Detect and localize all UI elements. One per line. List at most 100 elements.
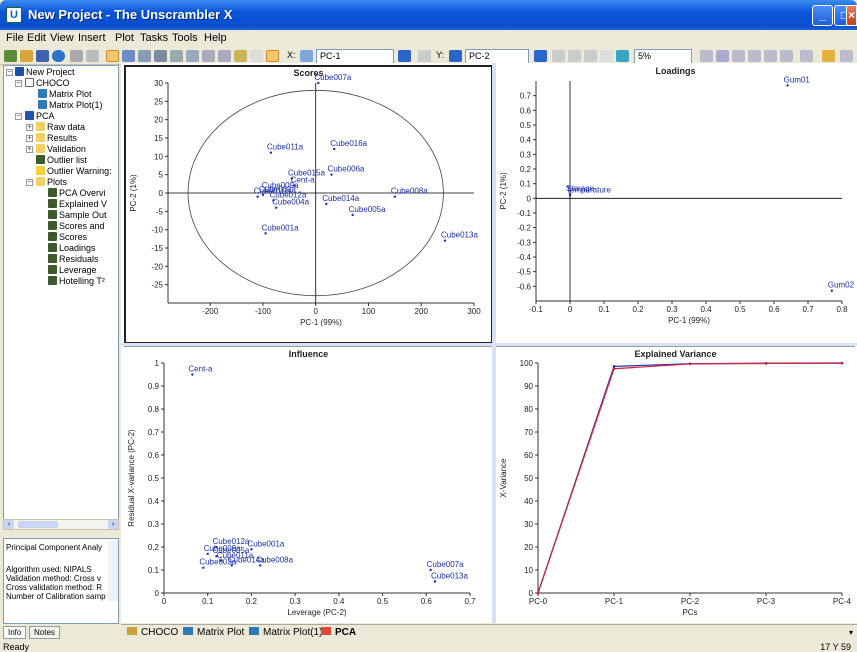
- new-icon[interactable]: [4, 50, 17, 62]
- chart-icon[interactable]: [822, 50, 835, 62]
- down-arrow-icon[interactable]: [449, 50, 462, 62]
- explained-variance-plot[interactable]: PC-0 PC-1 PC-2 PC-3 PC-4 0 10 20 30 40 50 60 70 80 90 1…: [496, 347, 855, 624]
- y-component-select[interactable]: PC-2: [465, 49, 529, 64]
- tree-validation[interactable]: Validation: [36, 144, 86, 155]
- undo-icon[interactable]: [70, 50, 83, 62]
- draw-line-icon[interactable]: [840, 50, 853, 62]
- density-icon[interactable]: [732, 50, 745, 62]
- scroll-thumb[interactable]: [18, 521, 58, 528]
- next-arrow-icon[interactable]: [398, 50, 411, 62]
- collapse-pca[interactable]: −: [15, 113, 22, 120]
- menu-insert[interactable]: Insert: [78, 32, 106, 44]
- regression-icon[interactable]: [700, 50, 713, 62]
- collapse-project[interactable]: −: [6, 69, 13, 76]
- explained-variance-panel[interactable]: Explained Variance PC-0 PC-1 PC-2 PC-3 PC-4 0…: [496, 346, 855, 623]
- doc-tab-matrix-plot-1[interactable]: Matrix Plot(1): [249, 627, 322, 638]
- up-arrow-icon[interactable]: [534, 50, 547, 62]
- tree-horizontal-scrollbar[interactable]: ‹ ›: [3, 519, 119, 530]
- collapse-choco[interactable]: −: [15, 80, 22, 87]
- unmark-icon[interactable]: [250, 50, 263, 62]
- point-label: Cube001a: [247, 539, 284, 548]
- line-plot-icon[interactable]: [122, 50, 135, 62]
- tree-plot-item[interactable]: Hotelling T²: [48, 276, 105, 287]
- back-arrow-icon[interactable]: [300, 50, 313, 62]
- scatter-icon[interactable]: [716, 50, 729, 62]
- zoom-out-icon[interactable]: [218, 50, 231, 62]
- select-icon[interactable]: [266, 50, 279, 62]
- tree-outlier-warning[interactable]: Outlier Warning:: [36, 166, 112, 177]
- open-icon[interactable]: [20, 50, 33, 62]
- menu-help[interactable]: Help: [204, 32, 227, 44]
- star-icon[interactable]: [418, 50, 431, 62]
- scores-plot[interactable]: -200 -100 0 100 200 300 -25 -20 -15 -10 -5 0 5 10 15 20…: [126, 67, 491, 342]
- tree-plot-item-label: Loadings: [59, 243, 96, 253]
- menu-view[interactable]: View: [50, 32, 74, 44]
- scroll-right-icon[interactable]: ›: [108, 520, 118, 529]
- triangle-icon[interactable]: [764, 50, 777, 62]
- tab-list-dropdown-icon[interactable]: ▾: [848, 628, 853, 637]
- line-icon[interactable]: [780, 50, 793, 62]
- horizontal-splitter[interactable]: [121, 343, 857, 346]
- tree-project[interactable]: New Project: [15, 67, 75, 78]
- tree-plot-item[interactable]: Leverage: [48, 265, 97, 276]
- scores-panel[interactable]: Scores -200 -100 0 100 200 300 -25 -20 -15 -10 -5 0…: [124, 65, 493, 344]
- menu-plot[interactable]: Plot: [115, 32, 134, 44]
- tree-plot-item[interactable]: Sample Out: [48, 210, 107, 221]
- trend-icon[interactable]: [748, 50, 761, 62]
- tree-choco[interactable]: CHOCO: [25, 78, 70, 89]
- collapse-plots[interactable]: −: [26, 179, 33, 186]
- tree-plot-item[interactable]: Scores and: [48, 221, 105, 232]
- tab-info[interactable]: Info: [3, 626, 27, 639]
- expand-validation[interactable]: +: [26, 146, 33, 153]
- tree-results[interactable]: Results: [36, 133, 77, 144]
- tree-matrix-plot[interactable]: Matrix Plot: [38, 89, 92, 100]
- tree-plot-item[interactable]: PCA Overvi: [48, 188, 106, 199]
- tree-pca[interactable]: PCA: [25, 111, 55, 122]
- info-vertical-scrollbar[interactable]: [108, 541, 118, 601]
- redo-icon[interactable]: [86, 50, 99, 62]
- minimize-button[interactable]: _: [812, 5, 833, 26]
- save-icon[interactable]: [36, 50, 49, 62]
- tab-notes[interactable]: Notes: [29, 626, 60, 639]
- zoom-icon[interactable]: [170, 50, 183, 62]
- mark-icon[interactable]: [234, 50, 247, 62]
- hist-icon[interactable]: [568, 50, 581, 62]
- tree-plot-item[interactable]: Scores: [48, 232, 87, 243]
- menu-tools[interactable]: Tools: [172, 32, 198, 44]
- influence-panel[interactable]: Influence 0 0.1 0.2 0.3 0.4 0.5 0.6 0.7 0 0.1 0.2 0…: [124, 346, 493, 623]
- tree-outlier-list[interactable]: Outlier list: [36, 155, 87, 166]
- doc-tab-choco[interactable]: CHOCO: [127, 627, 178, 638]
- zoom-rect-icon[interactable]: [186, 50, 199, 62]
- zoom-in-icon[interactable]: [202, 50, 215, 62]
- tree-raw-data[interactable]: Raw data: [36, 122, 85, 133]
- print-icon[interactable]: [154, 50, 167, 62]
- matrix-icon[interactable]: [584, 50, 597, 62]
- influence-plot[interactable]: 0 0.1 0.2 0.3 0.4 0.5 0.6 0.7 0 0.1 0.2 0.3 0.4 0.5 0.…: [124, 347, 493, 624]
- scissors-icon[interactable]: [600, 50, 613, 62]
- menu-file[interactable]: File: [6, 32, 24, 44]
- scatter-plot-icon[interactable]: [106, 50, 119, 62]
- menu-tasks[interactable]: Tasks: [140, 32, 169, 44]
- menu-edit[interactable]: Edit: [27, 32, 46, 44]
- percent-select[interactable]: 5%: [634, 49, 692, 64]
- expand-results[interactable]: +: [26, 135, 33, 142]
- help-icon[interactable]: [52, 50, 65, 62]
- bar-icon[interactable]: [552, 50, 565, 62]
- plot-options-icon[interactable]: [800, 50, 813, 62]
- tree-matrix-plot-1[interactable]: Matrix Plot(1): [38, 100, 103, 111]
- tree-plot-item[interactable]: Explained V: [48, 199, 107, 210]
- expand-raw[interactable]: +: [26, 124, 33, 131]
- x-component-select[interactable]: PC-1: [316, 49, 394, 64]
- loadings-plot[interactable]: -0.1 0 0.1 0.2 0.3 0.4 0.5 0.6 0.7 0.8 -0.6 -0.5 -0.…: [496, 65, 855, 344]
- tree-plots[interactable]: Plots: [36, 177, 67, 188]
- tree-plot-item[interactable]: Loadings: [48, 243, 96, 254]
- copy-icon[interactable]: [138, 50, 151, 62]
- doc-tab-pca[interactable]: PCA: [321, 627, 356, 638]
- doc-tab-matrix-plot[interactable]: Matrix Plot: [183, 627, 244, 638]
- scroll-left-icon[interactable]: ‹: [4, 520, 14, 529]
- tree-plot-item[interactable]: Residuals: [48, 254, 99, 265]
- grid-icon[interactable]: [616, 50, 629, 62]
- project-icon: [15, 67, 24, 76]
- close-button[interactable]: ×: [846, 5, 857, 26]
- loadings-panel[interactable]: Loadings -0.1 0 0.1 0.2 0.3 0.4 0.5 0.6 0.7 0.8 -0…: [496, 65, 855, 344]
